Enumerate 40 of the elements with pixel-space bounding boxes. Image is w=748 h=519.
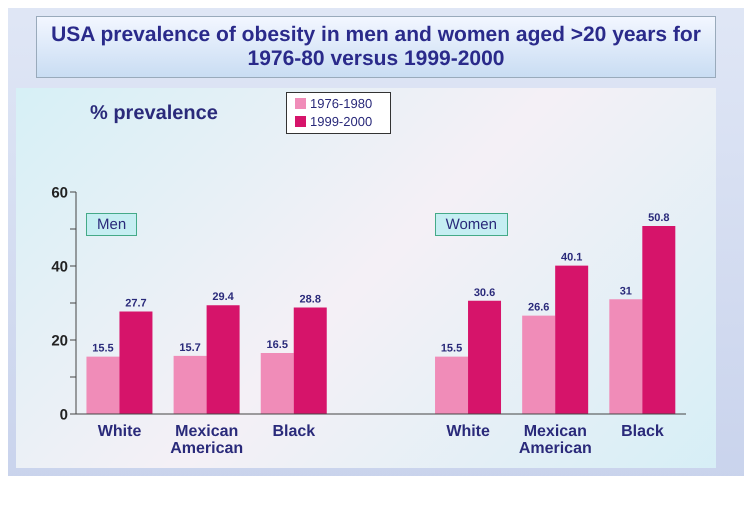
data-label: 15.5 [440,342,462,355]
y-tick-label: 40 [51,258,68,276]
x-tick-label: Mexican American [170,423,244,457]
legend-label: 1976-1980 [310,96,372,111]
data-label: 29.4 [212,291,235,304]
bar [555,266,588,414]
data-label: 15.5 [92,342,114,355]
annotation: Women [434,213,508,236]
bar [609,299,642,414]
y-tick-label: 0 [60,406,68,424]
data-label: 15.7 [179,342,201,354]
bar [119,312,152,414]
bar [86,356,120,414]
data-label: 30.6 [474,286,496,299]
bar [522,316,556,414]
bar [294,307,327,414]
bar [174,356,207,414]
x-tick-label: White [446,423,490,440]
data-label: 26.6 [528,302,550,314]
data-label: 40.1 [560,252,582,264]
data-label: 50.8 [648,212,670,224]
y-tick-label: 60 [51,184,68,202]
bar [435,356,468,414]
data-label: 28.8 [300,293,321,306]
data-label: 27.7 [125,298,147,310]
bar [642,226,676,414]
x-tick-label: White [98,423,142,440]
data-label: 31 [620,285,632,298]
data-label: 16.5 [266,338,288,351]
bar [468,300,502,414]
bar [206,305,240,414]
y-tick-label: 20 [51,332,68,350]
legend-label: 1999-2000 [310,114,372,129]
x-tick-label: Black [272,423,316,440]
chart-title: USA prevalence of obesity in men and women aged >20 years for 1976-80 versus 1999-2000 [36,16,716,78]
bar [260,352,294,414]
x-tick-label: Black [621,423,664,440]
y-axis-title: % prevalence [90,102,218,125]
annotation: Men [86,213,138,236]
x-tick-label: Mexican American [518,423,592,457]
